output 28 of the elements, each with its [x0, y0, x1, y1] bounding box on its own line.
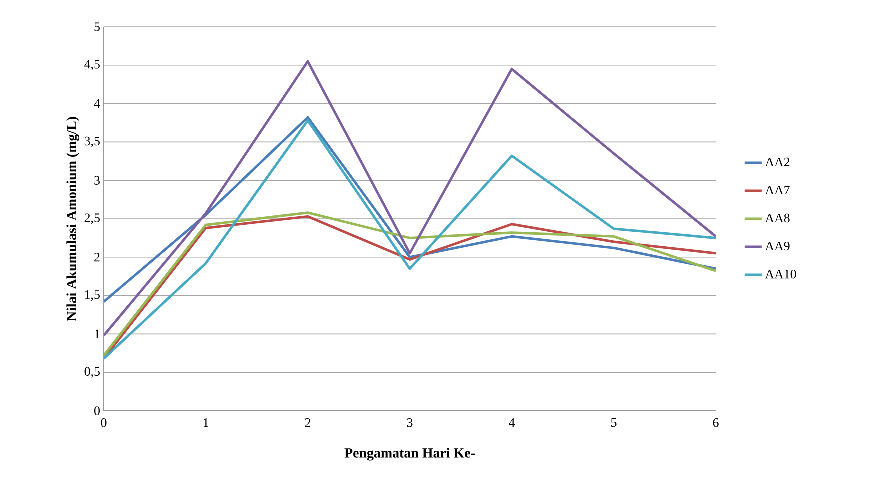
y-tick-label: 3: [94, 176, 100, 185]
x-tick-label: 4: [509, 418, 516, 428]
y-tick-label: 0,5: [84, 367, 100, 378]
y-tick-label: 1: [95, 330, 100, 338]
legend-label: AA10: [765, 270, 796, 279]
x-tick-label: 0: [101, 418, 107, 428]
y-tick-label: 2,5: [84, 214, 100, 224]
y-tick-label: 1,5: [85, 290, 100, 302]
x-tick-label: 1: [204, 418, 208, 428]
line-series: [104, 116, 716, 304]
legend-label: AA9: [765, 242, 790, 251]
y-tick-label: 2: [94, 253, 100, 262]
x-tick-label: 3: [407, 418, 413, 428]
y-tick-label: 0: [94, 406, 100, 416]
y-axis-title: Nilai Akumulasi Amonium (mg/L): [66, 117, 80, 322]
x-tick-label: 5: [612, 418, 617, 428]
line-series: [104, 119, 716, 360]
legend-label: AA2: [765, 158, 790, 167]
y-tick-label: 4: [94, 100, 100, 108]
y-tick-label: 4,5: [84, 60, 100, 71]
x-tick-label: 2: [305, 418, 311, 428]
legend-label: AA8: [765, 214, 790, 223]
x-tick-label: 6: [713, 418, 719, 428]
x-axis-title: Pengamatan Hari Ke-: [344, 448, 475, 461]
y-tick-label: 3,5: [84, 136, 100, 148]
line-series: [104, 60, 716, 337]
y-tick-label: 5: [94, 22, 100, 32]
legend-label: AA7: [765, 186, 790, 194]
